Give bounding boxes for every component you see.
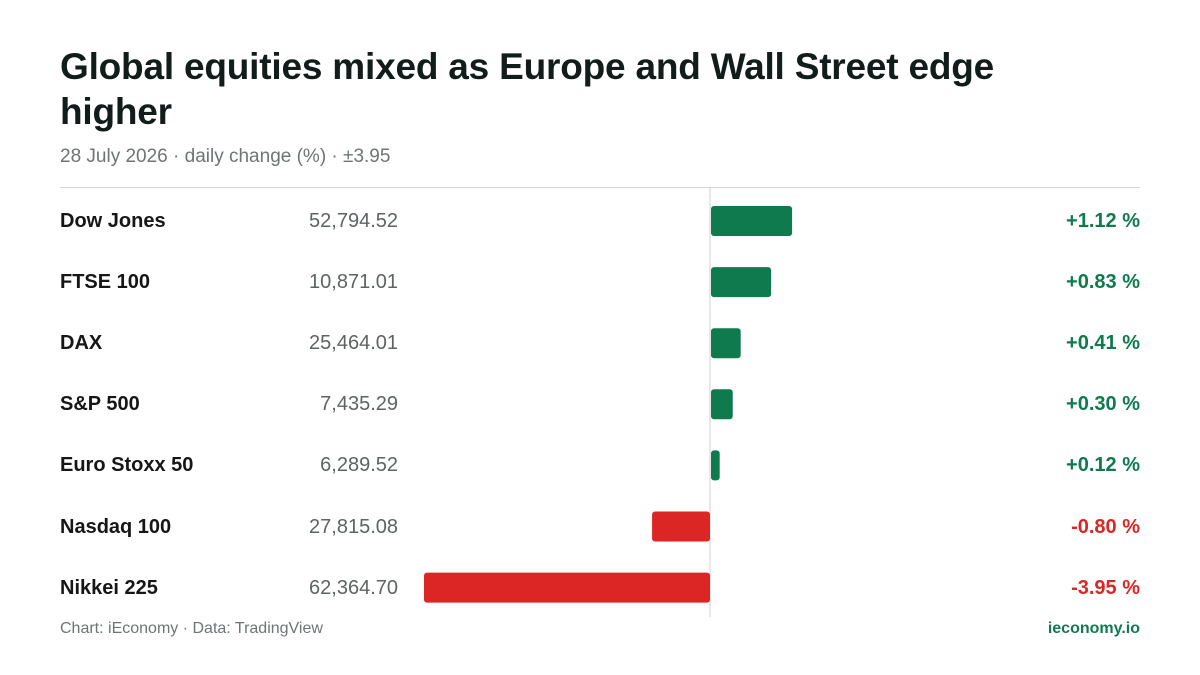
change-label: +0.41 % — [1066, 332, 1140, 355]
index-level: 62,364.70 — [309, 576, 398, 599]
chart-title: Global equities mixed as Europe and Wall… — [60, 46, 995, 132]
index-name: Euro Stoxx 50 — [60, 454, 194, 477]
index-name: Nikkei 225 — [60, 576, 158, 599]
index-name: DAX — [60, 332, 103, 355]
chart-subtitle: 28 July 2026 · daily change (%) · ±3.95 — [60, 146, 391, 167]
index-level: 10,871.01 — [309, 271, 398, 294]
index-level: 6,289.52 — [320, 454, 398, 477]
change-label: +0.30 % — [1066, 393, 1140, 416]
index-name: Dow Jones — [60, 210, 166, 232]
change-label: +1.12 % — [1066, 210, 1140, 232]
bar-euro-stoxx-50 — [711, 450, 720, 481]
bar-ftse-100 — [711, 267, 772, 298]
change-label: +0.83 % — [1066, 271, 1140, 294]
change-label: -3.95 % — [1071, 576, 1140, 599]
index-level: 25,464.01 — [309, 332, 398, 355]
change-label: -0.80 % — [1071, 515, 1140, 538]
index-level: 27,815.08 — [309, 515, 398, 538]
source-credit: Chart: iEconomy · Data: TradingView — [60, 620, 323, 637]
index-level: 52,794.52 — [309, 210, 398, 232]
bar-s-p-500 — [711, 389, 733, 420]
index-level: 7,435.29 — [320, 393, 398, 416]
brand-link[interactable]: ieconomy.io — [1047, 620, 1140, 637]
header-divider — [60, 187, 1140, 188]
bar-dow-jones — [711, 206, 793, 236]
bar-nasdaq-100 — [652, 511, 710, 542]
bar-dax — [711, 328, 741, 359]
index-name: Nasdaq 100 — [60, 515, 172, 538]
change-label: +0.12 % — [1066, 454, 1140, 477]
bar-nikkei-225 — [424, 572, 710, 603]
index-name: S&P 500 — [60, 393, 140, 416]
index-name: FTSE 100 — [60, 271, 151, 294]
